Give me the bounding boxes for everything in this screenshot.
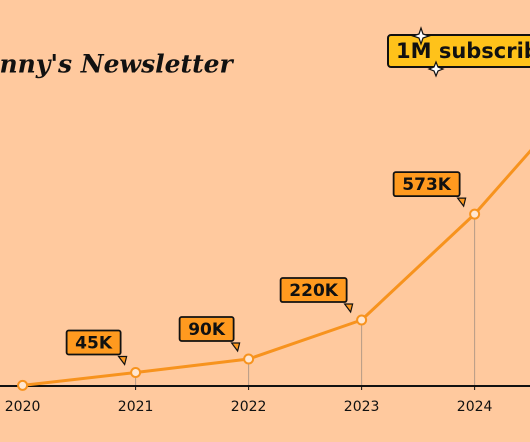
chart-title: Lenny's Newsletter [0,50,235,79]
x-tick-label: 2020 [5,399,41,415]
badge: 1M subscribers [387,26,530,78]
value-label: 220K [279,277,354,314]
x-tick-label: 2021 [118,399,154,415]
point [469,208,481,220]
label-box [392,171,461,198]
label-pointer [117,355,128,366]
x-tick-label: 2023 [344,399,380,415]
point [243,353,255,365]
point [130,367,142,379]
annotation: 1M subscribers [396,39,530,63]
label-pointer [456,197,467,208]
label-box [65,329,122,356]
value-label: 90K [178,316,241,353]
point [17,379,29,391]
label-pointer [343,303,354,314]
value-label-text: 45K [75,334,113,354]
value-label: 45K [65,329,128,366]
label-pointer [230,342,241,353]
value-label: 573K [392,171,467,208]
label-box [279,277,348,303]
x-tick-label: 2024 [457,399,493,415]
badge-box [387,34,530,68]
sparkle [427,60,445,78]
sparkle [411,26,431,46]
label-box [178,316,235,342]
x-tick-label: 2022 [231,399,267,415]
line [22,149,530,387]
value-label-text: 90K [188,320,226,340]
value-label-text: 220K [289,281,338,301]
plot: 2020 2021 2022 2023 2024 45K 90K 220K 573K [0,149,530,415]
value-label-text: 573K [402,175,451,195]
point [356,314,368,326]
